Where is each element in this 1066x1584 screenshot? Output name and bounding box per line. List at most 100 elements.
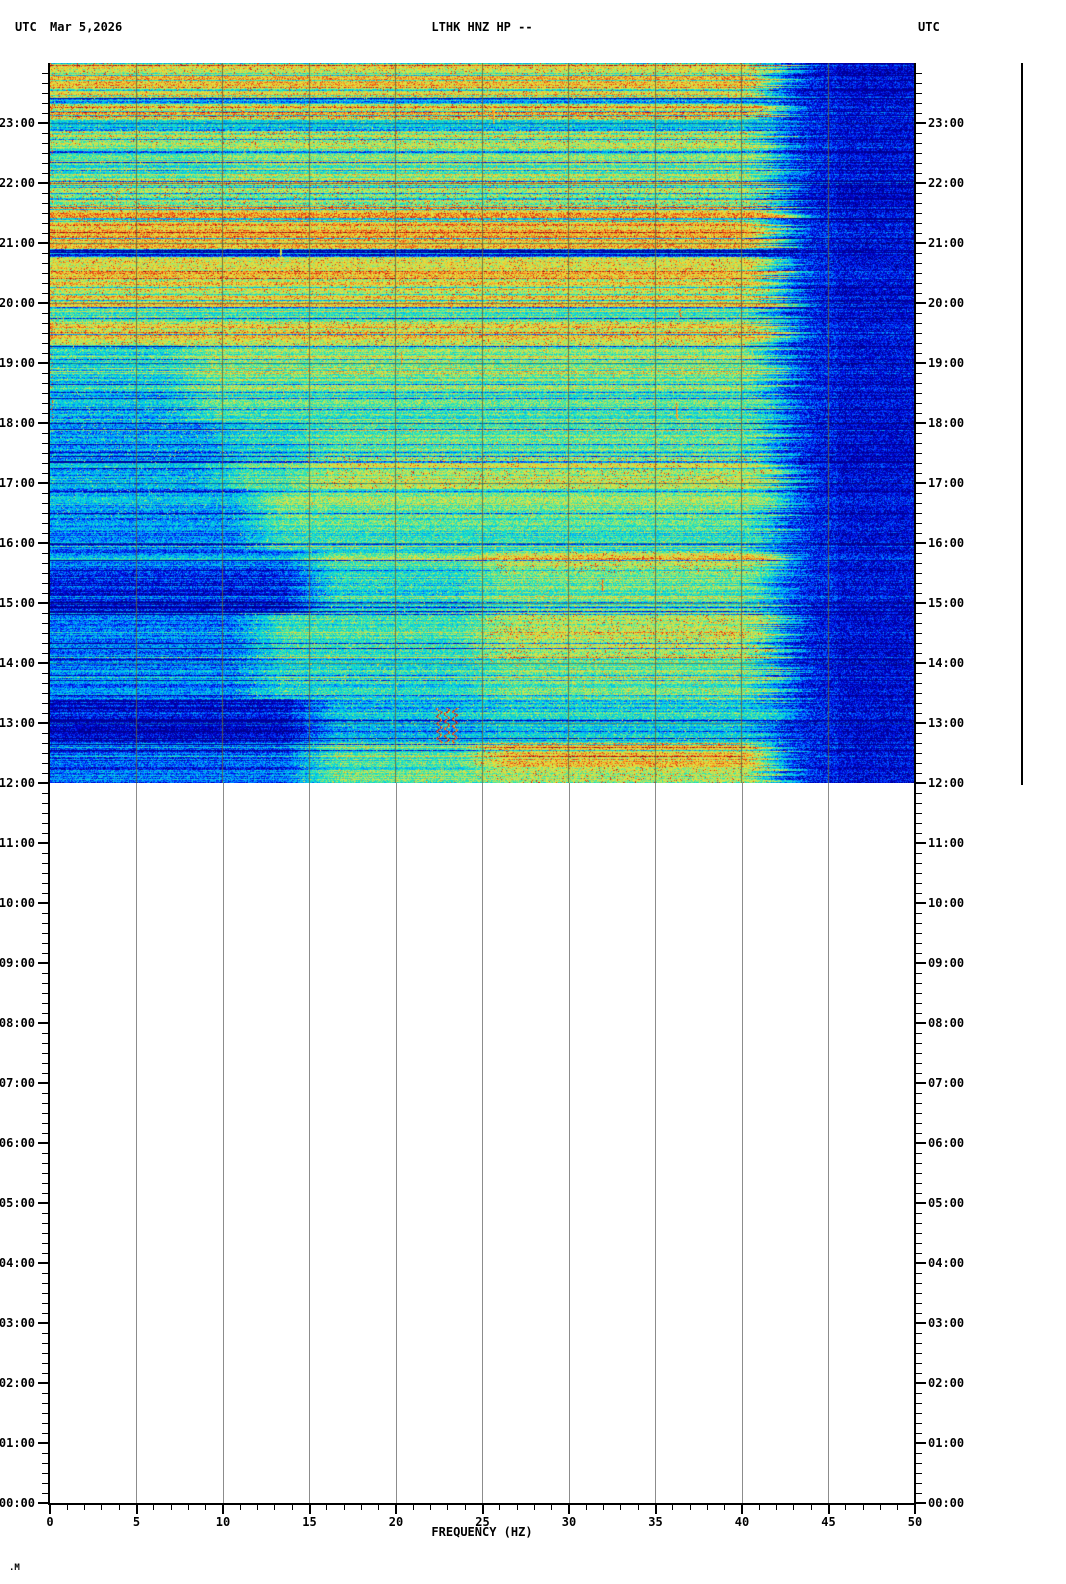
hour-tick-left <box>38 1082 48 1084</box>
minor-tick-left <box>42 273 48 274</box>
freq-tick-minor <box>810 1505 812 1510</box>
minor-tick-right <box>916 923 922 924</box>
hour-tick-right <box>916 542 926 544</box>
freq-tick-minor <box>637 1505 639 1510</box>
minor-tick-left <box>42 853 48 854</box>
minor-tick-right <box>916 1373 922 1374</box>
y-axis-label-right: 21:00 <box>928 236 965 250</box>
freq-tick-minor <box>776 1505 778 1510</box>
freq-tick-minor <box>430 1505 432 1510</box>
minor-tick-left <box>42 163 48 164</box>
minor-tick-left <box>42 683 48 684</box>
freq-tick-major <box>395 1505 397 1514</box>
minor-tick-left <box>42 1153 48 1154</box>
minor-tick-right <box>916 273 922 274</box>
y-axis-label-right: 22:00 <box>928 176 965 190</box>
x-tick-label: 35 <box>648 1515 663 1529</box>
hour-tick-left <box>38 1322 48 1324</box>
minor-tick-right <box>916 1453 922 1454</box>
minor-tick-left <box>42 1473 48 1474</box>
hour-tick-right <box>916 122 926 124</box>
minor-tick-left <box>42 1173 48 1174</box>
minor-tick-right <box>916 1113 922 1114</box>
minor-tick-right <box>916 173 922 174</box>
freq-tick-minor <box>793 1505 795 1510</box>
minor-tick-right <box>916 623 922 624</box>
minor-tick-right <box>916 913 922 914</box>
hour-tick-right <box>916 722 926 724</box>
y-axis-label-left: 17:00 <box>0 476 35 490</box>
minor-tick-left <box>42 213 48 214</box>
minor-tick-left <box>42 813 48 814</box>
minor-tick-left <box>42 1233 48 1234</box>
minor-tick-left <box>42 1063 48 1064</box>
minor-tick-left <box>42 1483 48 1484</box>
x-tick-label: 0 <box>46 1515 54 1529</box>
minor-tick-left <box>42 1243 48 1244</box>
minor-tick-right <box>916 613 922 614</box>
minor-tick-left <box>42 553 48 554</box>
freq-tick-minor <box>343 1505 345 1510</box>
minor-tick-left <box>42 443 48 444</box>
freq-tick-minor <box>603 1505 605 1510</box>
minor-tick-left <box>42 1433 48 1434</box>
minor-tick-right <box>916 293 922 294</box>
minor-tick-left <box>42 173 48 174</box>
minor-tick-left <box>42 253 48 254</box>
freq-tick-minor <box>84 1505 86 1510</box>
hour-tick-right <box>916 962 926 964</box>
minor-tick-right <box>916 113 922 114</box>
minor-tick-left <box>42 593 48 594</box>
minor-tick-left <box>42 943 48 944</box>
y-axis-label-left: 14:00 <box>0 656 35 670</box>
minor-tick-right <box>916 1403 922 1404</box>
minor-tick-left <box>42 1163 48 1164</box>
minor-tick-right <box>916 1353 922 1354</box>
minor-tick-right <box>916 1343 922 1344</box>
x-tick-label: 5 <box>132 1515 141 1529</box>
freq-tick-major <box>741 1505 743 1514</box>
freq-tick-minor <box>257 1505 259 1510</box>
hour-tick-right <box>916 182 926 184</box>
y-axis-label-left: 18:00 <box>0 416 35 430</box>
minor-tick-right <box>916 253 922 254</box>
hour-tick-left <box>38 182 48 184</box>
y-axis-label-right: 06:00 <box>928 1136 965 1150</box>
y-axis-label-left: 21:00 <box>0 236 35 250</box>
freq-tick-minor <box>170 1505 172 1510</box>
minor-tick-left <box>42 643 48 644</box>
minor-tick-right <box>916 813 922 814</box>
freq-tick-major <box>568 1505 570 1514</box>
minor-tick-right <box>916 1123 922 1124</box>
y-axis-label-left: 08:00 <box>0 1016 35 1030</box>
minor-tick-left <box>42 403 48 404</box>
freq-tick-major <box>222 1505 224 1514</box>
minor-tick-left <box>42 1393 48 1394</box>
minor-tick-left <box>42 923 48 924</box>
minor-tick-right <box>916 733 922 734</box>
hour-tick-right <box>916 1262 926 1264</box>
minor-tick-right <box>916 863 922 864</box>
y-axis-label-left: 05:00 <box>0 1196 35 1210</box>
minor-tick-right <box>916 353 922 354</box>
freq-tick-minor <box>118 1505 120 1510</box>
minor-tick-right <box>916 1033 922 1034</box>
minor-tick-left <box>42 233 48 234</box>
minor-tick-left <box>42 693 48 694</box>
freq-tick-minor <box>724 1505 726 1510</box>
minor-tick-left <box>42 373 48 374</box>
y-axis-label-right: 01:00 <box>928 1436 965 1450</box>
y-axis-label-right: 07:00 <box>928 1076 965 1090</box>
minor-tick-right <box>916 973 922 974</box>
minor-tick-right <box>916 893 922 894</box>
freq-tick-minor <box>464 1505 466 1510</box>
freq-tick-minor <box>205 1505 207 1510</box>
minor-tick-right <box>916 473 922 474</box>
hour-tick-left <box>38 902 48 904</box>
freq-tick-minor <box>585 1505 587 1510</box>
minor-tick-right <box>916 1103 922 1104</box>
freq-tick-minor <box>672 1505 674 1510</box>
hour-tick-right <box>916 242 926 244</box>
minor-tick-right <box>916 553 922 554</box>
hour-tick-right <box>916 362 926 364</box>
